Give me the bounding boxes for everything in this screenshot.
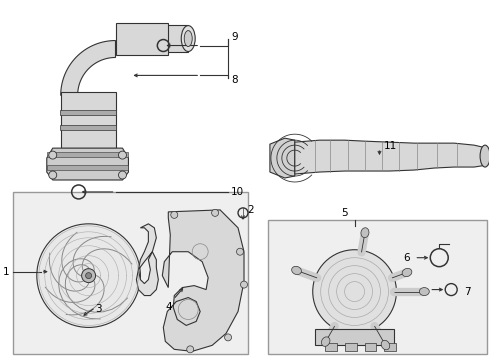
Circle shape [119,171,126,179]
Bar [385,343,396,351]
Circle shape [37,224,141,328]
Text: 10: 10 [231,187,244,197]
Text: 6: 6 [404,253,410,263]
Ellipse shape [184,31,192,46]
Text: 1: 1 [3,267,10,276]
Ellipse shape [480,145,490,167]
Text: 5: 5 [342,208,348,218]
Ellipse shape [402,268,412,276]
Circle shape [82,269,96,283]
Text: 2: 2 [247,205,254,215]
Circle shape [119,151,126,159]
Polygon shape [166,24,188,53]
Ellipse shape [181,26,195,51]
Bar [47,165,128,170]
Text: 8: 8 [231,75,238,85]
Polygon shape [61,41,116,95]
Circle shape [212,210,219,216]
Bar [365,343,376,351]
Circle shape [171,211,178,219]
Bar [60,125,117,130]
Polygon shape [61,92,116,148]
Polygon shape [116,23,168,55]
Circle shape [224,334,232,341]
Bar [315,329,394,345]
Ellipse shape [361,228,369,238]
Ellipse shape [381,340,390,350]
Polygon shape [270,138,295,178]
Bar [344,343,357,351]
Circle shape [313,250,396,333]
Ellipse shape [321,337,330,346]
Polygon shape [295,140,487,174]
Circle shape [49,151,57,159]
Text: 9: 9 [231,32,238,41]
Ellipse shape [419,288,429,296]
Circle shape [241,281,247,288]
Bar [325,343,337,351]
FancyBboxPatch shape [13,192,248,354]
Bar [47,152,128,157]
Polygon shape [47,148,128,180]
FancyBboxPatch shape [268,220,487,354]
Text: 4: 4 [165,302,172,311]
Circle shape [237,248,244,255]
Text: 3: 3 [96,305,102,315]
Circle shape [49,171,57,179]
Circle shape [86,273,92,279]
Text: 7: 7 [464,287,471,297]
Polygon shape [162,210,244,351]
Polygon shape [136,224,158,296]
Circle shape [187,346,194,353]
Bar [60,110,117,115]
Ellipse shape [292,266,301,275]
Text: 11: 11 [384,141,397,151]
